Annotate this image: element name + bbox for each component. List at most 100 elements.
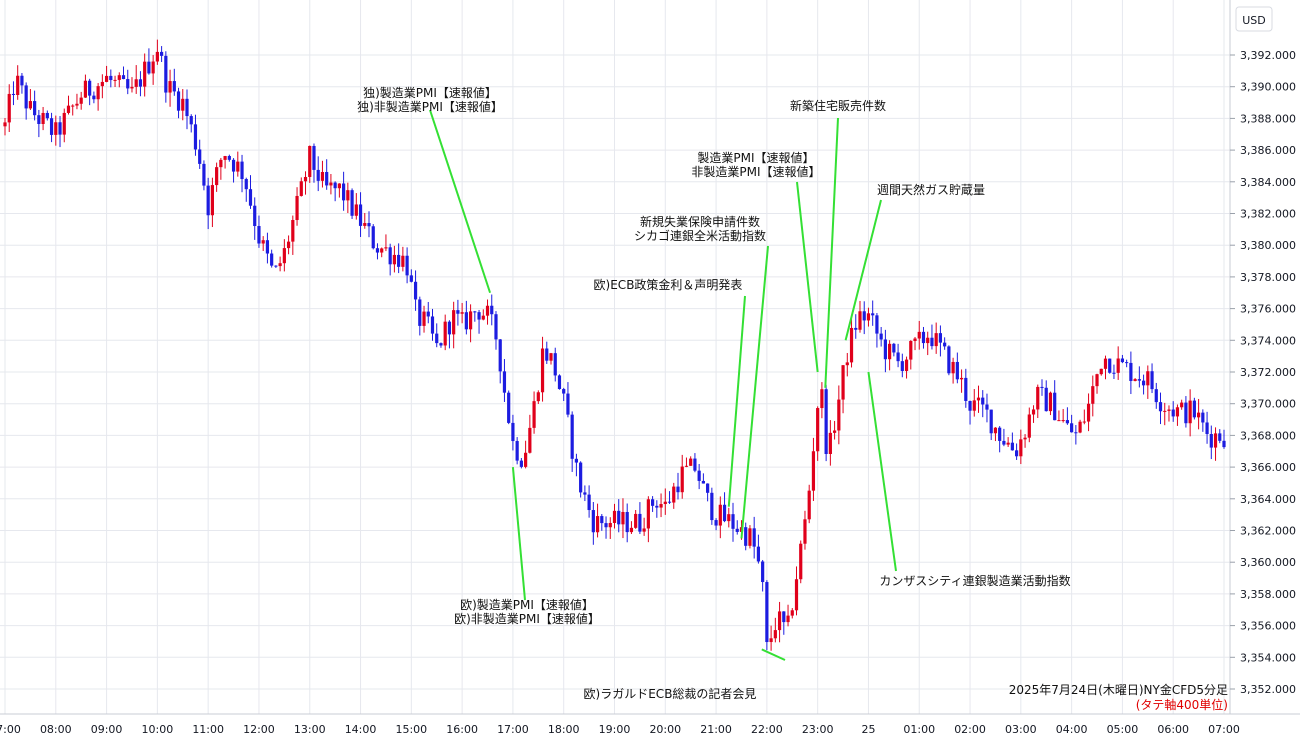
candle-down: [735, 528, 739, 532]
candle-up: [422, 311, 426, 326]
event-leader-lines: [429, 109, 897, 661]
candle-down: [896, 352, 900, 362]
candle-down: [58, 122, 62, 135]
candle-up: [481, 315, 485, 320]
annotation-label: 欧)製造業PMI【速報値】: [460, 597, 594, 612]
candle-down: [1184, 402, 1188, 424]
candle-up: [659, 504, 663, 508]
candle-down: [316, 169, 320, 181]
candle-up: [790, 610, 794, 616]
candle-down: [24, 85, 28, 109]
candle-up: [646, 499, 650, 529]
candle-up: [832, 430, 837, 433]
candle-up: [549, 353, 553, 361]
candle-down: [545, 348, 549, 361]
candle-up: [28, 101, 32, 109]
annotation-leader-line: [740, 245, 769, 539]
candle-down: [761, 561, 765, 583]
candle-up: [951, 361, 955, 374]
candle-down: [604, 523, 608, 528]
candle-up: [841, 365, 845, 400]
candle-up: [155, 51, 159, 62]
candle-down: [617, 510, 621, 525]
candle-down: [164, 55, 168, 93]
annotation-leader-line: [511, 467, 526, 601]
candle-down: [176, 91, 181, 111]
candle-up: [286, 241, 291, 249]
candle-down: [138, 79, 143, 87]
candle-up: [104, 75, 109, 82]
time-tick-label: 07:00: [1208, 723, 1240, 736]
candle-up: [904, 359, 909, 371]
candle-up: [803, 519, 807, 544]
candle-down: [253, 205, 257, 227]
candle-down: [998, 427, 1002, 441]
candle-up: [75, 103, 79, 106]
candle-down: [587, 494, 591, 511]
candle-down: [1171, 409, 1175, 417]
candle-up: [689, 458, 693, 466]
annotation-label: 欧)ECB政策金利＆声明発表: [594, 277, 743, 292]
candle-down: [968, 400, 972, 411]
candle-down: [430, 316, 435, 334]
candle-down: [477, 312, 481, 320]
candle-up: [634, 513, 638, 528]
time-tick-label: 01:00: [903, 723, 935, 736]
annotation-label: シカゴ連銀全米活動指数: [634, 228, 766, 243]
candle-up: [1023, 437, 1027, 440]
candle-up: [278, 263, 282, 267]
candle-up: [380, 248, 384, 253]
candle-up: [299, 181, 303, 196]
price-tick-label: 3,352.000: [1240, 683, 1296, 696]
candle-down: [731, 514, 735, 529]
candle-down: [494, 314, 498, 340]
candle-up: [773, 630, 777, 639]
candle-down: [1205, 422, 1209, 435]
price-axis-panel[interactable]: [1230, 0, 1300, 745]
candle-up: [811, 451, 816, 491]
time-tick-label: 18:00: [548, 723, 580, 736]
candle-down: [862, 311, 866, 321]
candle-down: [1129, 362, 1133, 381]
annotation-leader-line: [429, 109, 492, 294]
candle-up: [215, 167, 219, 186]
time-axis-panel[interactable]: [0, 714, 1300, 745]
candle-down: [871, 313, 875, 316]
time-tick-label: 10:00: [142, 723, 174, 736]
candle-up: [1019, 439, 1023, 457]
annotation-label: 欧)ラガルドECB総裁の記者会見: [584, 686, 757, 701]
time-tick-label: 25: [861, 723, 875, 736]
candle-down: [947, 346, 951, 374]
price-tick-label: 3,358.000: [1240, 588, 1296, 601]
candle-up: [608, 522, 612, 528]
candle-down: [172, 81, 176, 92]
candle-up: [354, 204, 358, 216]
candle-down: [160, 51, 164, 56]
candle-up: [866, 313, 871, 321]
candle-up: [363, 223, 367, 226]
candle-down: [706, 483, 710, 493]
candle-up: [1036, 386, 1040, 410]
time-tick-label: 16:00: [446, 723, 478, 736]
candle-down: [1053, 392, 1057, 421]
currency-badge[interactable]: [1235, 6, 1273, 32]
candle-up: [62, 112, 66, 135]
candle-down: [490, 305, 494, 315]
candle-up: [83, 80, 88, 98]
candle-up: [1061, 420, 1065, 422]
annotation-label: 独)製造業PMI【速報値】: [363, 85, 497, 100]
candle-up: [1091, 386, 1095, 404]
candle-up: [392, 254, 397, 265]
price-tick-label: 3,378.000: [1240, 271, 1296, 284]
annotation-label: 非製造業PMI【速報値】: [691, 164, 820, 179]
candle-up: [1180, 402, 1184, 408]
candle-up: [41, 112, 45, 124]
price-tick-label: 3,382.000: [1240, 208, 1296, 221]
candle-down: [782, 611, 786, 623]
time-tick-label: 09:00: [91, 723, 123, 736]
candle-up: [1086, 403, 1091, 422]
candle-down: [49, 118, 54, 135]
time-tick-label: 23:00: [802, 723, 834, 736]
time-axis-ticks: 07:00 08:00 09:00 10:00 11:00 12:00 13:00 14:00…: [0, 723, 1240, 736]
